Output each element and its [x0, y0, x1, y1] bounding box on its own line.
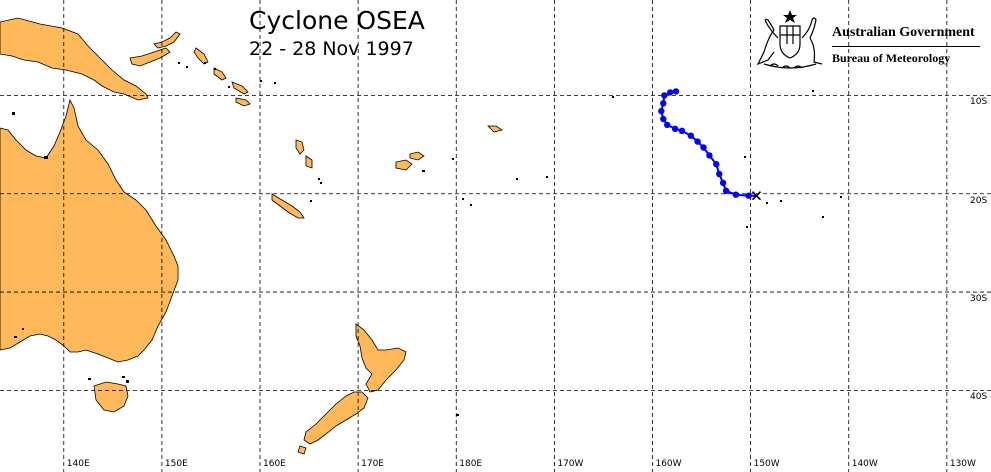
- landmasses: [0, 17, 842, 455]
- track-point: [716, 170, 723, 178]
- map-title: Cyclone OSEA: [249, 6, 425, 35]
- small-islands: [12, 62, 842, 416]
- agency-divider: [832, 46, 980, 47]
- track-point: [687, 132, 694, 139]
- longitude-label: 130W: [949, 459, 976, 469]
- landmass-bougainville: [193, 47, 209, 65]
- landmass-nz-north-island: [355, 323, 407, 393]
- agency-name-line2: Bureau of Meteorology: [832, 51, 951, 65]
- landmass-new-caledonia: [271, 193, 305, 219]
- agency-name-line1: Australian Government: [832, 25, 975, 40]
- track-point: [660, 115, 667, 123]
- track-point: [745, 192, 752, 199]
- track-point: [732, 191, 740, 198]
- landmass-new-ireland: [153, 31, 181, 49]
- landmass-australia: [0, 98, 179, 363]
- track-point: [660, 100, 667, 107]
- latitude-label: 40S: [970, 392, 988, 403]
- track-line: [660, 90, 757, 197]
- longitude-label: 150E: [164, 459, 188, 469]
- longitude-label: 170W: [557, 459, 584, 469]
- track-point: [719, 179, 727, 187]
- landmass-fiji-2: [409, 151, 425, 161]
- longitude-label: 170E: [361, 459, 384, 469]
- track-point: [672, 88, 680, 95]
- australian-coat-of-arms-icon: [756, 10, 823, 69]
- cyclone-track: [658, 88, 762, 201]
- landmass-new-britain: [129, 47, 171, 67]
- latitude-label: 10S: [970, 97, 988, 108]
- track-point: [671, 125, 679, 132]
- landmass-nz-south-island: [303, 391, 369, 445]
- track-point: [667, 89, 674, 96]
- landmass-vanuatu-1: [295, 139, 305, 155]
- track-point: [700, 144, 707, 151]
- landmass-samoa: [487, 125, 503, 133]
- latitude-label: 30S: [970, 294, 988, 305]
- track-point: [713, 161, 720, 168]
- track-point: [678, 127, 686, 134]
- landmass-solomon-1: [213, 67, 227, 81]
- latitude-label: 20S: [970, 195, 988, 206]
- final-position-marker: [751, 191, 762, 201]
- landmass-new-guinea: [0, 17, 149, 101]
- longitude-label: 140W: [851, 459, 878, 469]
- longitude-label: 160E: [263, 459, 286, 469]
- track-point: [722, 187, 730, 194]
- landmass-solomon-2: [231, 81, 249, 95]
- landmass-stewart-island: [297, 445, 307, 455]
- longitude-label: 150W: [753, 459, 780, 469]
- landmass-tasmania: [93, 381, 129, 413]
- longitude-label: 160W: [655, 459, 682, 469]
- longitude-label: 180E: [459, 459, 483, 469]
- track-point: [661, 92, 668, 99]
- landmass-fiji-1: [395, 159, 413, 171]
- landmass-vanuatu-2: [305, 155, 313, 169]
- map-subtitle: 22 - 28 Nov 1997: [249, 38, 414, 60]
- track-point: [694, 138, 701, 145]
- track-point: [664, 121, 671, 129]
- track-point: [706, 152, 713, 159]
- longitude-label: 140E: [66, 459, 90, 469]
- landmass-solomon-3: [235, 97, 251, 107]
- track-point: [658, 107, 665, 115]
